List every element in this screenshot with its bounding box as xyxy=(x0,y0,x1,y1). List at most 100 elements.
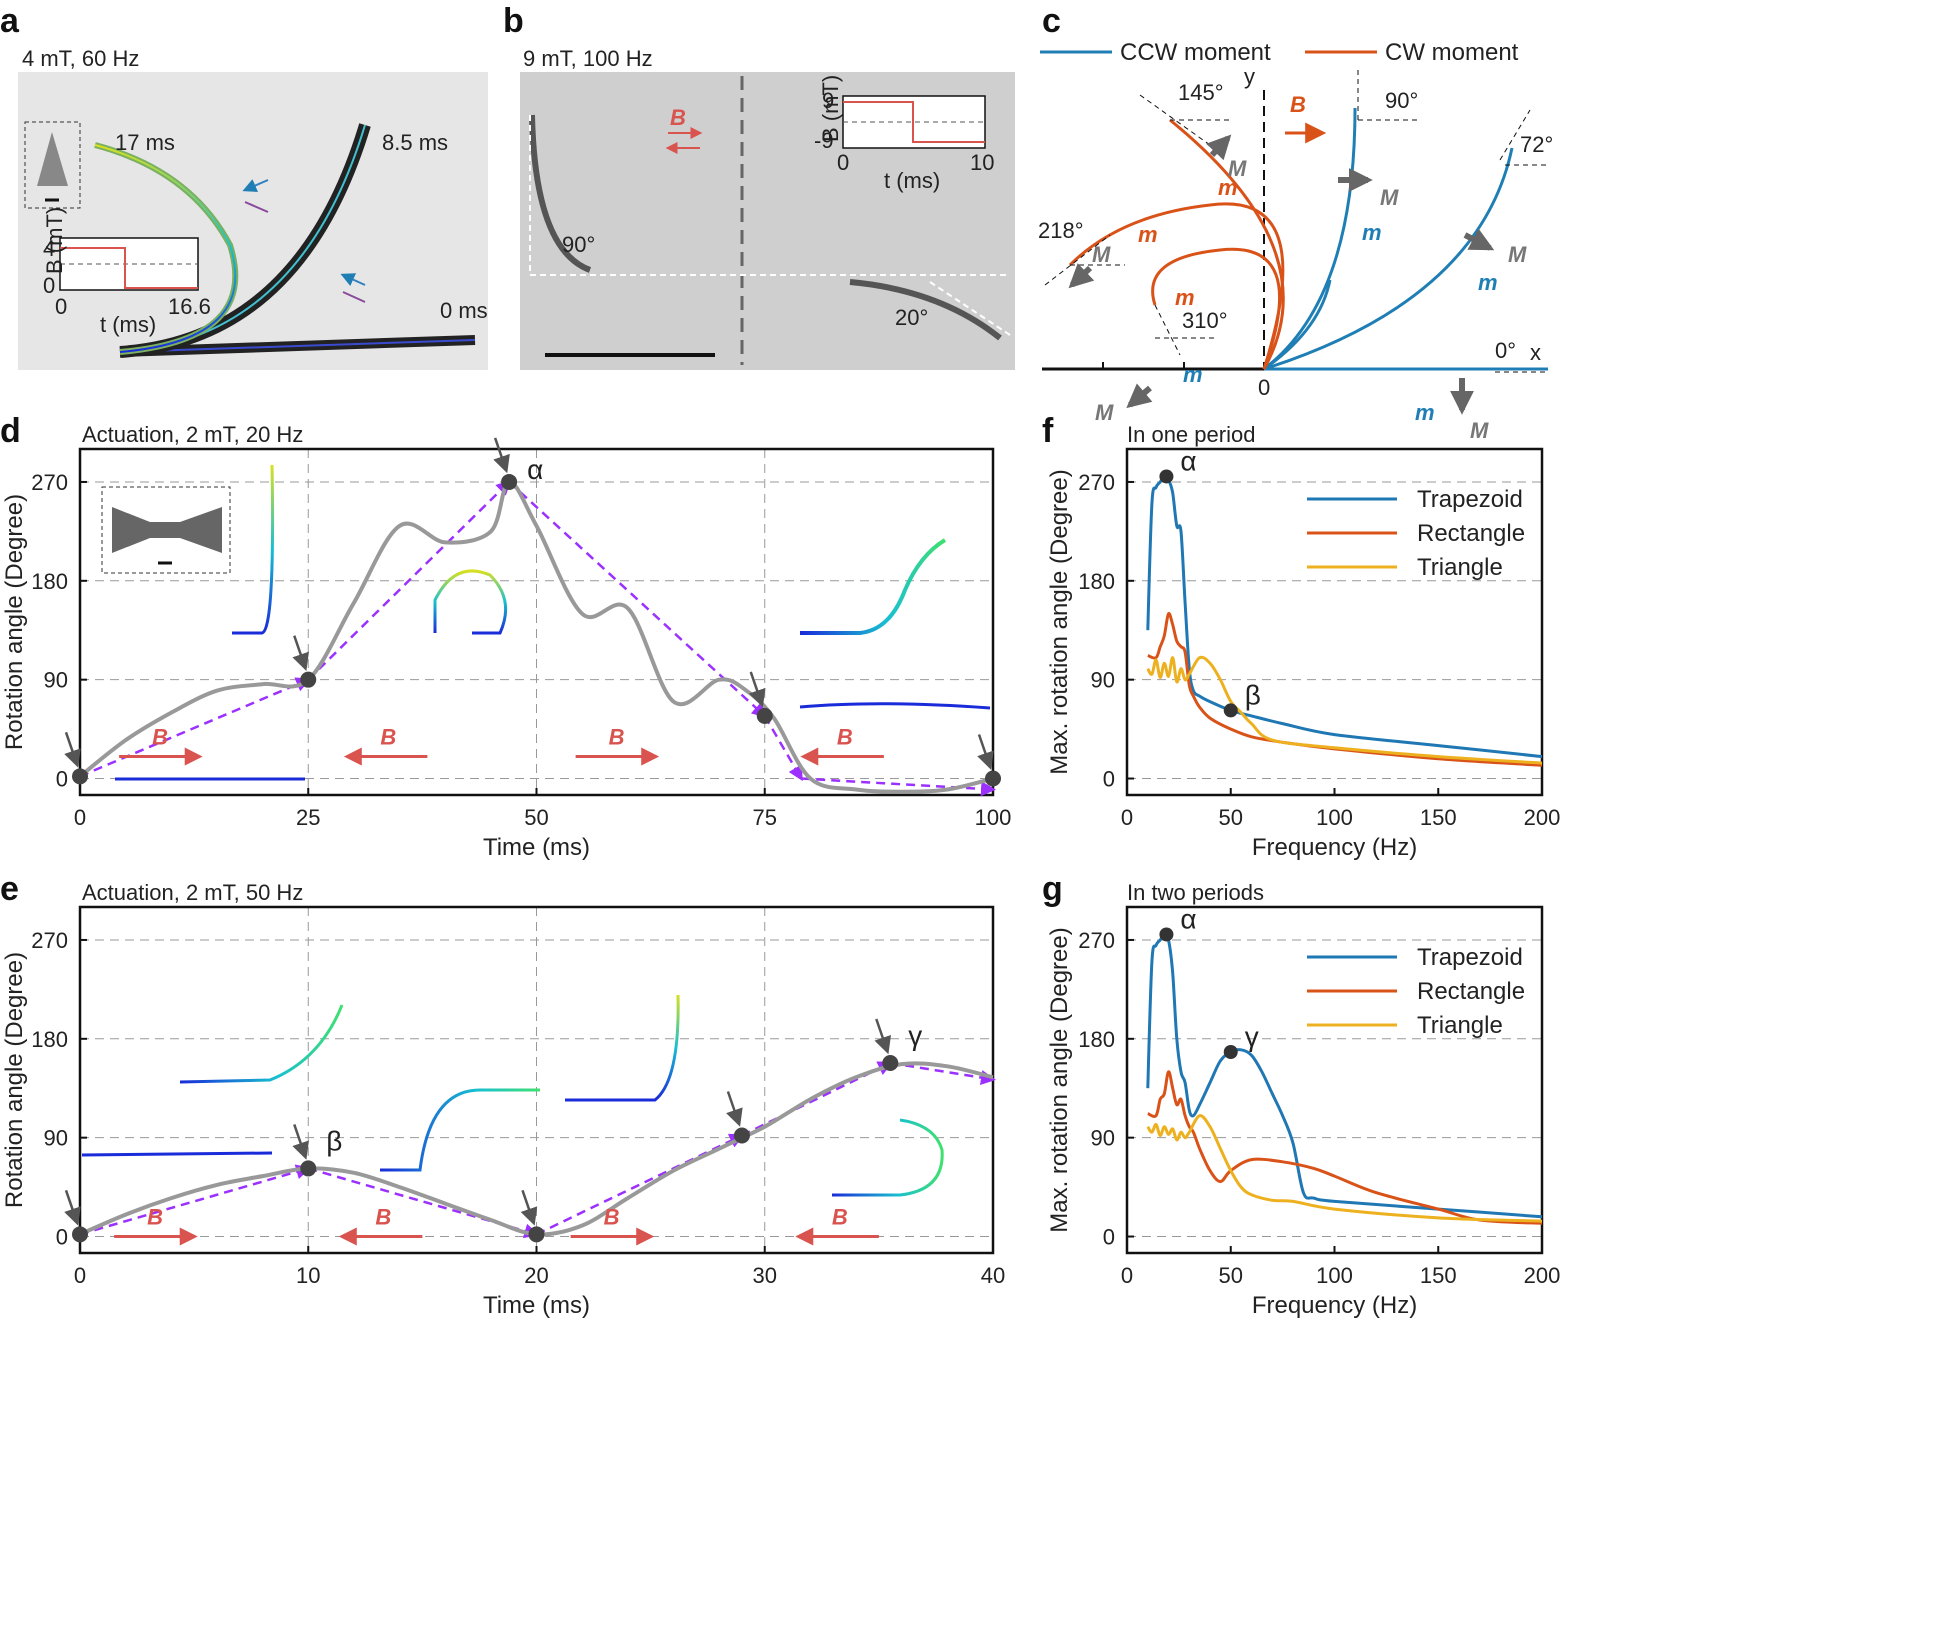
legend-label-triangle: Triangle xyxy=(1417,554,1503,581)
chart-g: 0 50 100 150 200 0 90 180 270 Frequency (Hz) Max. … xyxy=(1046,903,1560,1319)
series-line-triangle xyxy=(1146,1114,1543,1223)
angle-label-90: 90° xyxy=(1385,88,1418,113)
moment-arrow-icon-3 xyxy=(1463,228,1495,251)
shape-snapshot-4 xyxy=(799,702,991,710)
y-tick-label: 270 xyxy=(1078,928,1115,953)
pointer-arrow-icon xyxy=(64,1189,81,1226)
field-label: B xyxy=(604,1205,620,1230)
x-tick-label: 200 xyxy=(1524,805,1561,830)
series-line-trapezoid xyxy=(1146,932,1543,1219)
y-tick-label: 0 xyxy=(56,767,68,792)
cw-curve-310 xyxy=(1151,247,1282,370)
data-point xyxy=(882,1054,899,1071)
shape-snapshot-3 xyxy=(800,538,947,635)
moment-m-label-4: m xyxy=(1138,222,1158,247)
angle-label-218: 218° xyxy=(1038,218,1084,243)
inset-a-xmax: 16.6 xyxy=(168,294,211,319)
panel-e-title: Actuation, 2 mT, 50 Hz xyxy=(82,880,303,905)
point-label: γ xyxy=(908,1020,922,1051)
rotation-series-line xyxy=(78,480,994,794)
x-axis-label: Time (ms) xyxy=(483,1292,590,1319)
point-label: α xyxy=(1180,445,1196,476)
moment-M-label-5: M xyxy=(1095,400,1114,425)
triangle-shape-icon xyxy=(37,132,68,186)
angle-guide-310 xyxy=(1154,304,1181,356)
shape-snapshot-1 xyxy=(232,464,275,635)
cw-curve-218 xyxy=(1068,202,1285,370)
panel-f: f In one period 0 50 100 150 200 0 90 180 270 Fre… xyxy=(1042,412,1560,861)
x-tick-label: 25 xyxy=(296,805,320,830)
legend-cw-label: CW moment xyxy=(1385,39,1519,66)
inset-b-xmax: 10 xyxy=(970,150,994,175)
chart-f: 0 50 100 150 200 0 90 180 270 Frequency (Hz) Max. … xyxy=(1046,445,1560,861)
data-point xyxy=(756,707,773,724)
angle-label-0: 0° xyxy=(1495,338,1516,363)
x-tick-label: 100 xyxy=(1316,805,1353,830)
panel-letter-e: e xyxy=(0,870,19,908)
y-tick-label: 270 xyxy=(1078,470,1115,495)
y-tick-label: 90 xyxy=(1091,668,1115,693)
angle-label-72: 72° xyxy=(1520,132,1553,157)
guide-segment xyxy=(79,677,312,778)
y-axis-label: Max. rotation angle (Degree) xyxy=(1046,927,1073,1232)
angle-left-label: 90° xyxy=(562,232,595,257)
pointer-arrow-icon xyxy=(64,731,81,768)
y-axis-label: Rotation angle (Degree) xyxy=(1,494,28,750)
panel-f-title: In one period xyxy=(1127,422,1255,447)
guide-segment xyxy=(763,715,803,782)
legend-ccw-label: CCW moment xyxy=(1120,39,1271,66)
legend-label-rectangle: Rectangle xyxy=(1417,520,1525,547)
x-tick-label: 30 xyxy=(753,1263,777,1288)
inset-b-ymin: -9 xyxy=(814,128,834,153)
x-tick-label: 50 xyxy=(524,805,548,830)
inset-b-xmin: 0 xyxy=(837,150,849,175)
data-point xyxy=(733,1127,750,1144)
y-tick-label: 0 xyxy=(56,1225,68,1250)
x-tick-label: 50 xyxy=(1219,805,1243,830)
x-tick-label: 20 xyxy=(524,1263,548,1288)
x-tick-label: 100 xyxy=(1316,1263,1353,1288)
point-label: β xyxy=(1245,679,1261,710)
field-label: B xyxy=(152,725,168,750)
series-line-rectangle xyxy=(1147,1070,1543,1225)
x-tick-label: 0 xyxy=(1121,1263,1133,1288)
x-tick-label: 75 xyxy=(753,805,777,830)
pointer-arrow-icon xyxy=(748,671,766,708)
inset-a-xlabel: t (ms) xyxy=(100,312,156,337)
pointer-arrow-icon xyxy=(292,1124,309,1160)
pointer-arrow-icon xyxy=(520,1189,538,1226)
bowtie-shape-icon xyxy=(112,507,222,553)
angle-guide-72 xyxy=(1499,109,1531,161)
y-tick-label: 180 xyxy=(1078,569,1115,594)
axis-x-label: x xyxy=(1530,340,1541,365)
angle-guide-218 xyxy=(1044,234,1111,286)
x-tick-label: 50 xyxy=(1219,1263,1243,1288)
data-point xyxy=(1223,703,1238,718)
arrow-purple-icon-2 xyxy=(342,291,366,303)
panel-b: b 9 mT, 100 Hz 90° 20° B B (mT) 9 -9 0 1… xyxy=(503,2,1015,370)
y-tick-label: 180 xyxy=(31,1027,68,1052)
legend-label-trapezoid: Trapezoid xyxy=(1417,486,1523,513)
data-point xyxy=(1223,1044,1238,1059)
shape-snapshot-e3 xyxy=(380,1088,540,1172)
point-label: β xyxy=(326,1125,342,1156)
panel-g: g In two periods 0 50 100 150 200 0 90 180 270 Fr… xyxy=(1042,870,1560,1319)
y-tick-label: 90 xyxy=(1091,1126,1115,1151)
time-label-0ms: 0 ms xyxy=(440,298,488,323)
x-tick-label: 200 xyxy=(1524,1263,1561,1288)
pointer-arrow-icon xyxy=(726,1091,743,1127)
y-tick-label: 0 xyxy=(1103,767,1115,792)
y-tick-label: 90 xyxy=(44,668,68,693)
point-label: γ xyxy=(1245,1021,1259,1052)
y-tick-label: 270 xyxy=(31,928,68,953)
x-tick-label: 0 xyxy=(74,805,86,830)
beam-17ms-trace xyxy=(94,144,237,353)
panel-letter-g: g xyxy=(1042,870,1063,908)
panel-letter-d: d xyxy=(0,412,21,450)
angle-label-310: 310° xyxy=(1182,308,1228,333)
field-label: B xyxy=(375,1205,391,1230)
moment-m-label-2: m xyxy=(1362,220,1382,245)
data-point xyxy=(72,768,88,785)
moment-m-label-5: m xyxy=(1175,285,1195,310)
pointer-arrow-icon xyxy=(977,734,994,770)
